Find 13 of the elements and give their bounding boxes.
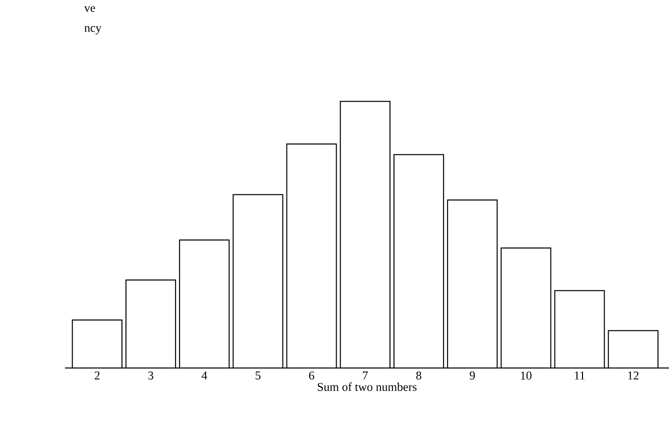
x-tick-label: 11 xyxy=(574,372,585,380)
x-tick-label: 5 xyxy=(256,372,260,380)
x-axis-title: Sum of two numbers xyxy=(318,382,417,391)
x-tick-label: 2 xyxy=(94,372,100,380)
x-tick-label: 7 xyxy=(362,372,368,380)
x-tick-label: 6 xyxy=(309,372,314,380)
x-tick-label: 9 xyxy=(470,372,475,380)
x-tick-label: 4 xyxy=(202,372,208,380)
x-tick-label: 8 xyxy=(416,372,422,380)
x-tick-label: 10 xyxy=(521,372,532,380)
x-tick-label: 12 xyxy=(628,372,638,380)
x-tick-label: 3 xyxy=(148,372,154,380)
text: ve ncy xyxy=(84,6,102,34)
